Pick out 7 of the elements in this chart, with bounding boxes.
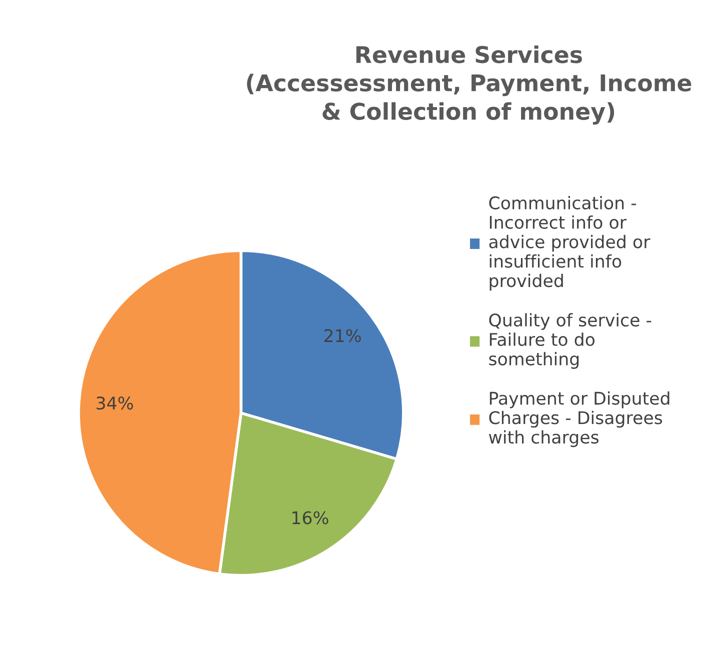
legend-label: Communication - Incorrect info or advice provided or insufficient info provided — [489, 196, 650, 291]
chart-title: Revenue Services (Accessessment, Payment, Income & Collection of money) — [246, 46, 692, 125]
data-label: 16% — [292, 511, 328, 524]
legend-label: Payment or Disputed Charges - Disagrees with charges — [488, 391, 670, 448]
legend-label: Quality of service - Failure to do something — [489, 313, 652, 369]
data-label: 21% — [324, 329, 361, 342]
data-label: 34% — [96, 396, 133, 410]
